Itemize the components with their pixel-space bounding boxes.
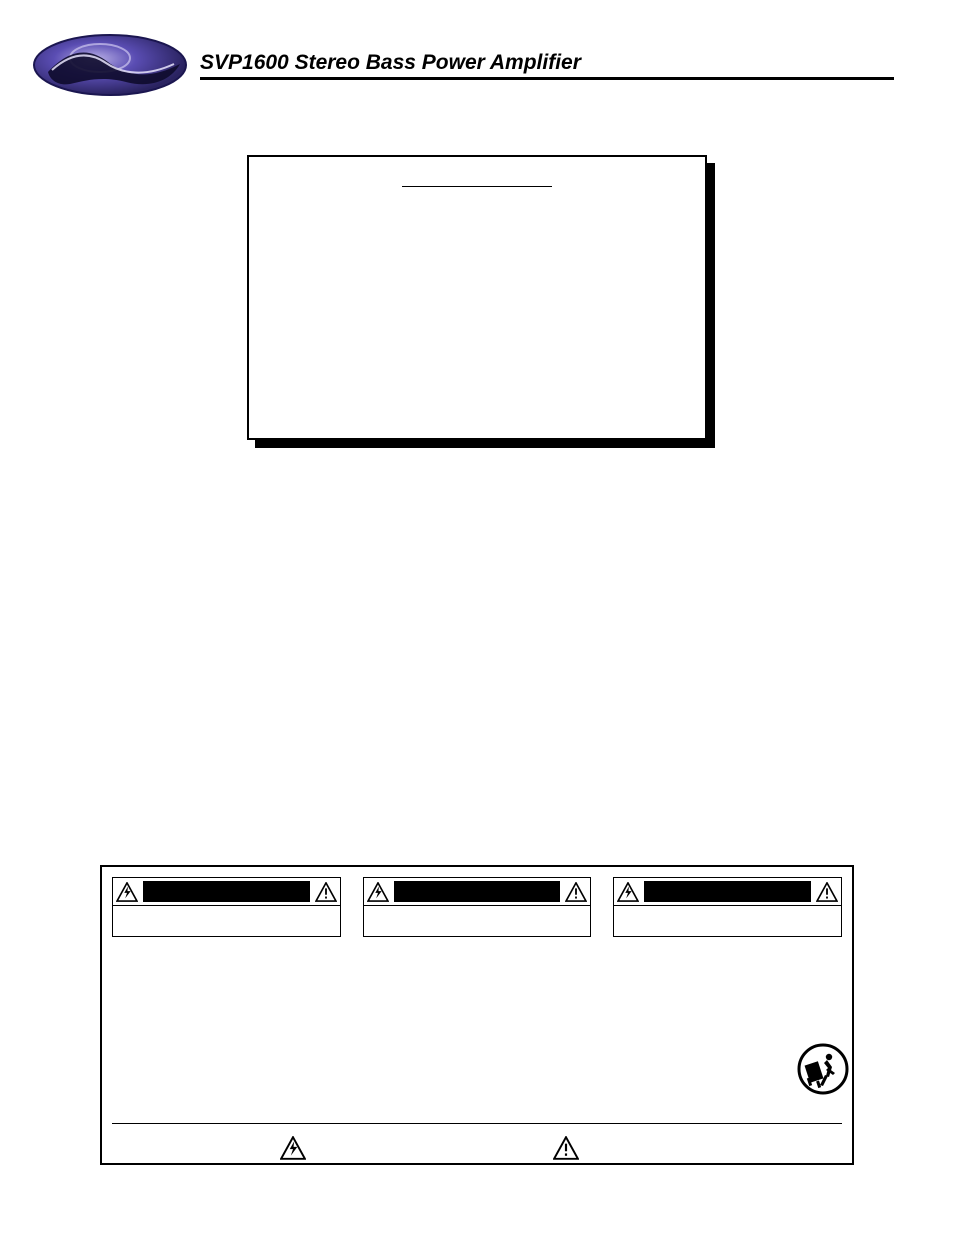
caution-body <box>364 906 591 936</box>
page-title: SVP1600 Stereo Bass Power Amplifier <box>200 51 581 74</box>
exclamation-icon <box>312 878 340 905</box>
exclamation-icon <box>553 1136 579 1160</box>
caution-bottom-rule <box>112 1123 842 1124</box>
caution-bottom-icons <box>0 1136 954 1162</box>
caution-black-bar <box>644 881 811 902</box>
caution-cell <box>363 877 592 937</box>
bolt-icon <box>364 878 392 905</box>
caution-header <box>113 878 340 906</box>
header-rule: SVP1600 Stereo Bass Power Amplifier <box>200 51 894 80</box>
info-box-title-underline <box>402 175 552 187</box>
brand-logo <box>30 30 190 100</box>
exclamation-icon <box>562 878 590 905</box>
caution-row <box>112 877 842 937</box>
caution-body <box>113 906 340 936</box>
caution-body <box>614 906 841 936</box>
caution-panel <box>100 865 854 1165</box>
bolt-icon <box>113 878 141 905</box>
exclamation-icon <box>813 878 841 905</box>
caution-black-bar <box>394 881 561 902</box>
info-box <box>247 155 707 440</box>
caution-header <box>614 878 841 906</box>
caution-header <box>364 878 591 906</box>
info-box-frame <box>247 155 707 440</box>
caution-cell <box>112 877 341 937</box>
tipping-equipment-icon <box>797 1043 849 1095</box>
page-header: SVP1600 Stereo Bass Power Amplifier <box>30 30 894 100</box>
bolt-icon <box>614 878 642 905</box>
caution-cell <box>613 877 842 937</box>
caution-black-bar <box>143 881 310 902</box>
bolt-icon <box>280 1136 306 1160</box>
